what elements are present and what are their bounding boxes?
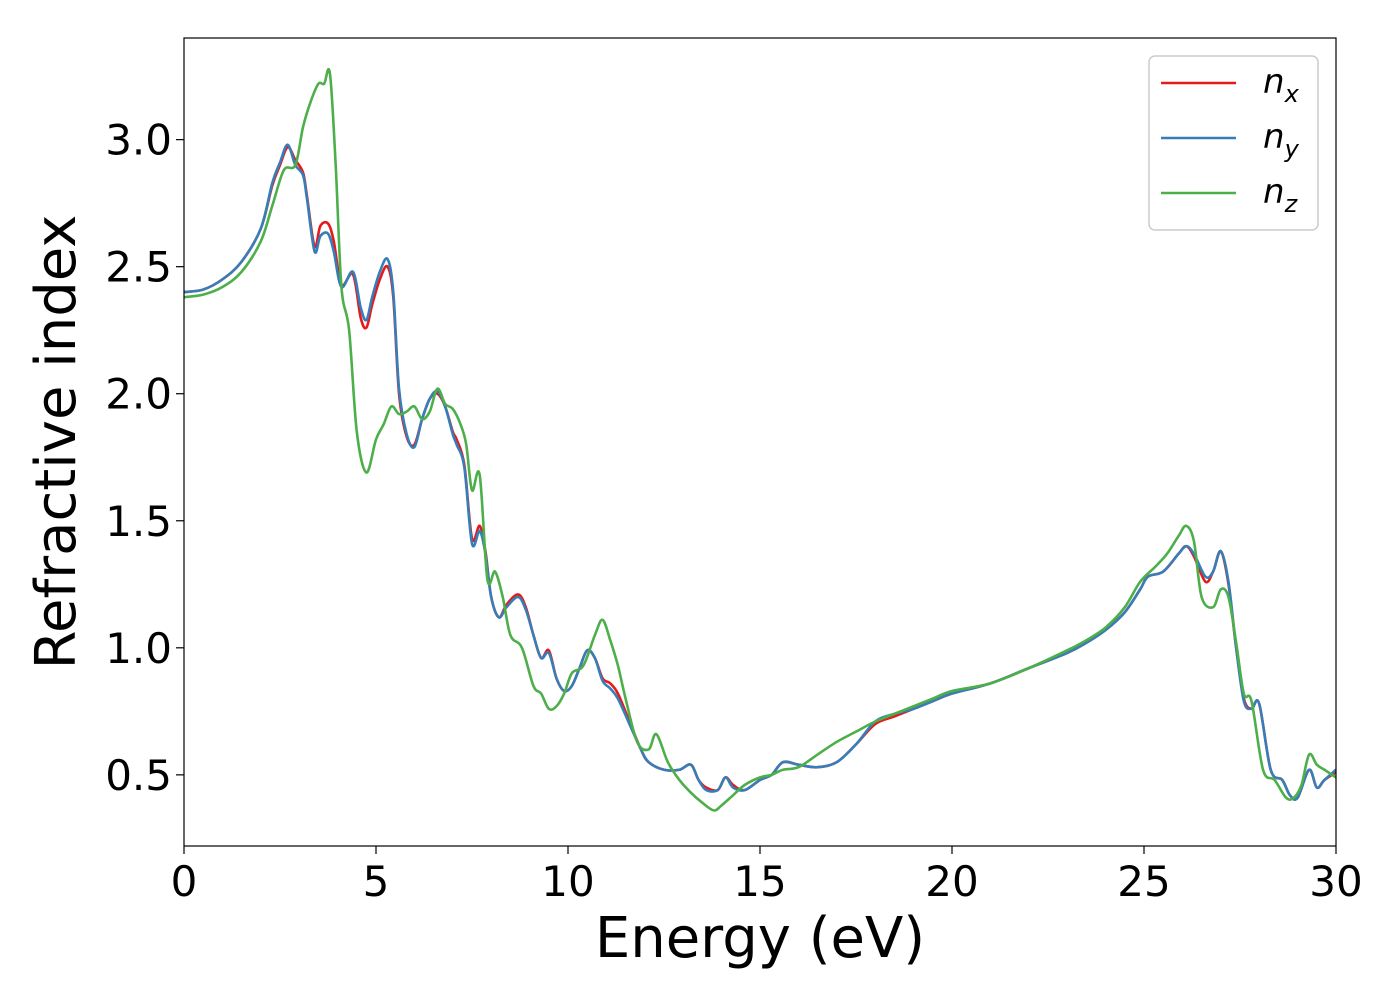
y-tick-label: 2.0: [105, 370, 172, 419]
legend-box: [1148, 55, 1319, 231]
legend-label-sub: y: [1284, 135, 1300, 163]
series-group: [184, 67, 1336, 812]
x-axis-title: Energy (eV): [595, 906, 925, 971]
y-tick-label: 1.0: [105, 624, 172, 673]
legend-label-base: n: [1263, 172, 1285, 212]
legend-label-base: n: [1263, 62, 1285, 102]
y-tick-label: 0.5: [105, 751, 172, 800]
y-axis: 0.5 1.0 1.5 2.0 2.5 3.0: [105, 116, 184, 800]
legend-label-base: n: [1263, 117, 1285, 157]
x-axis: 0 5 10 15 20 25 30: [171, 846, 1363, 906]
x-tick-label: 15: [733, 857, 786, 906]
y-tick-label: 3.0: [105, 116, 172, 165]
legend-label-y: ny: [1263, 117, 1300, 163]
legend-label-x: nx: [1263, 62, 1300, 108]
legend-label-sub: x: [1284, 80, 1300, 108]
y-axis-title: Refractive index: [24, 215, 89, 670]
x-tick-label: 25: [1117, 857, 1170, 906]
legend-label-sub: z: [1284, 190, 1299, 218]
legend-label-z: nz: [1263, 172, 1299, 218]
x-tick-label: 20: [925, 857, 978, 906]
x-tick-label: 30: [1309, 857, 1362, 906]
x-tick-label: 5: [363, 857, 390, 906]
y-tick-label: 2.5: [105, 243, 172, 292]
y-tick-label: 1.5: [105, 497, 172, 546]
x-tick-label: 0: [171, 857, 198, 906]
plot-area: [183, 37, 1337, 847]
series-line-y: [184, 143, 1336, 801]
series-line-z: [184, 67, 1336, 812]
x-tick-label: 10: [541, 857, 594, 906]
